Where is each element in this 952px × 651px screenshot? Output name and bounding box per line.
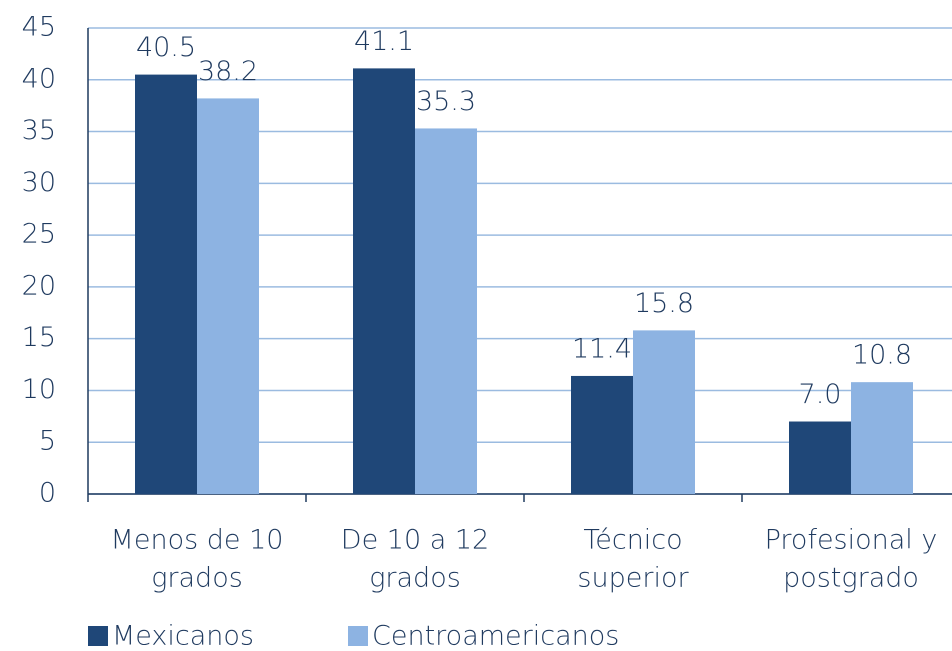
value-label: 41.1 <box>354 26 414 57</box>
value-label: 7.0 <box>799 379 842 410</box>
legend-label: Centroamericanos <box>372 621 619 651</box>
y-tick-label: 5 <box>39 426 56 457</box>
x-tick-label: Menos de 10 <box>111 525 284 556</box>
y-tick-label: 30 <box>22 167 56 198</box>
bar <box>571 375 633 494</box>
legend-swatch <box>348 626 368 646</box>
value-label: 11.4 <box>572 333 632 364</box>
x-tick-label: Técnico <box>583 525 682 556</box>
y-tick-label: 25 <box>22 219 56 250</box>
y-tick-label: 35 <box>22 115 56 146</box>
x-tick-label: postgrado <box>783 563 919 594</box>
bar <box>135 74 197 494</box>
y-tick-label: 0 <box>39 478 56 509</box>
value-label: 38.2 <box>198 56 258 87</box>
bar <box>851 382 913 494</box>
x-tick-label: grados <box>151 563 243 594</box>
bar <box>197 98 259 494</box>
legend-swatch <box>88 626 108 646</box>
x-tick-label: Profesional y <box>765 525 938 556</box>
bar <box>415 128 477 494</box>
value-label: 15.8 <box>634 288 694 319</box>
y-tick-label: 20 <box>22 270 56 301</box>
x-tick-label: grados <box>369 563 461 594</box>
bar <box>789 421 851 494</box>
y-tick-label: 45 <box>22 12 56 43</box>
x-tick-label: De 10 a 12 <box>341 525 489 556</box>
legend-label: Mexicanos <box>112 621 254 651</box>
bar <box>633 330 695 494</box>
bar <box>353 68 415 495</box>
x-tick-label: superior <box>577 563 689 594</box>
y-tick-label: 10 <box>22 374 56 405</box>
value-label: 10.8 <box>852 340 912 371</box>
y-tick-label: 40 <box>22 63 56 94</box>
y-tick-label: 15 <box>22 322 56 353</box>
value-label: 40.5 <box>136 32 196 63</box>
value-label: 35.3 <box>416 86 476 117</box>
